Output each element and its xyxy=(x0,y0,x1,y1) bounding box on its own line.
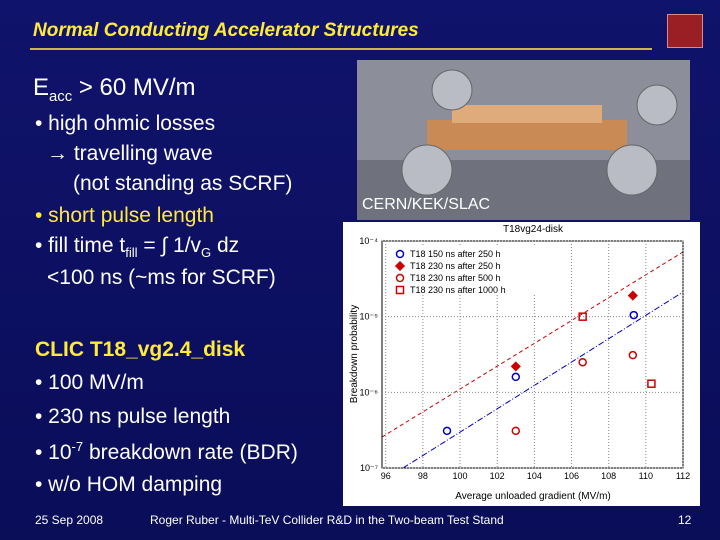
page-number: 12 xyxy=(678,513,692,527)
marker xyxy=(647,379,656,388)
marker xyxy=(578,312,587,321)
bullet: • short pulse length xyxy=(35,204,214,227)
flange xyxy=(401,144,453,196)
structure xyxy=(452,105,602,123)
superscript: -7 xyxy=(71,439,84,454)
marker xyxy=(629,310,639,320)
x-tick-label: 108 xyxy=(601,471,616,481)
y-tick-label: 10⁻⁷ xyxy=(360,463,378,473)
marker xyxy=(510,361,521,372)
footer-text: Roger Ruber - Multi-TeV Collider R&D in … xyxy=(150,513,504,527)
marker xyxy=(394,260,406,272)
y-tick-label: 10⁻⁶ xyxy=(360,387,379,397)
flange xyxy=(431,69,473,111)
photo-caption: CERN/KEK/SLAC xyxy=(362,196,491,213)
bullet: <100 ns (~ms for SCRF) xyxy=(47,266,276,289)
x-axis-label: Average unloaded gradient (MV/m) xyxy=(455,491,610,502)
text: = ∫ 1/v xyxy=(137,234,202,257)
bullet: • fill time tfill = ∫ 1/vG dz xyxy=(35,234,239,260)
legend-bg xyxy=(392,259,552,271)
subscript: acc xyxy=(49,88,73,105)
footer-date: 25 Sep 2008 xyxy=(35,513,104,527)
marker xyxy=(442,426,452,436)
x-tick-label: 100 xyxy=(453,471,468,481)
x-tick-label: 96 xyxy=(381,471,391,481)
bullet: • 10-7 breakdown rate (BDR) xyxy=(35,439,298,465)
marker xyxy=(511,372,521,382)
x-tick-label: 102 xyxy=(490,471,505,481)
marker xyxy=(628,350,638,360)
bullet: • high ohmic losses xyxy=(35,112,216,135)
x-tick-label: 112 xyxy=(676,471,690,481)
bullet: • w/o HOM damping xyxy=(35,473,223,496)
heading: Eacc > 60 MV/m xyxy=(33,74,196,105)
x-tick-label: 98 xyxy=(418,471,428,481)
marker xyxy=(511,426,521,436)
legend-label: T18 230 ns after 1000 h xyxy=(410,285,506,295)
bullet: • 100 MV/m xyxy=(35,371,144,394)
y-tick-label: 10⁻⁵ xyxy=(360,312,379,322)
text: E xyxy=(33,74,50,101)
x-tick-label: 104 xyxy=(527,471,542,481)
section-title: CLIC T18_vg2.4_disk xyxy=(35,338,246,361)
chart-title: T18vg24-disk xyxy=(503,224,564,235)
flange xyxy=(636,84,678,126)
marker xyxy=(395,249,405,259)
photo xyxy=(357,60,690,220)
subscript: G xyxy=(201,245,212,261)
chart: T18vg24-disk Average unloaded gradient (… xyxy=(343,222,700,506)
marker xyxy=(578,357,587,367)
marker xyxy=(627,290,638,301)
fit-line xyxy=(381,251,684,438)
title-rule xyxy=(30,48,652,50)
legend-label: T18 230 ns after 500 h xyxy=(410,273,501,283)
text: dz xyxy=(211,234,240,257)
flange xyxy=(606,144,658,196)
marker xyxy=(395,273,405,283)
y-tick-label: 10⁻⁴ xyxy=(359,236,378,246)
legend-bg xyxy=(392,271,552,283)
x-tick-label: 106 xyxy=(564,471,579,481)
text: • fill time t xyxy=(35,234,126,257)
bullet: → travelling wave xyxy=(47,142,213,165)
structure xyxy=(427,120,627,150)
text: breakdown rate (BDR) xyxy=(83,441,298,464)
subscript: fill xyxy=(125,245,138,261)
x-tick-label: 110 xyxy=(639,471,653,481)
bullet: • 230 ns pulse length xyxy=(35,405,231,428)
legend-label: T18 150 ns after 250 h xyxy=(410,249,501,259)
slide-title: Normal Conducting Accelerator Structures xyxy=(33,20,419,41)
y-axis-label: Breakdown probability xyxy=(349,305,360,403)
marker xyxy=(395,285,405,295)
legend-bg xyxy=(392,247,552,259)
text: > 60 MV/m xyxy=(72,74,196,101)
legend-bg xyxy=(392,283,552,295)
text: • 10 xyxy=(35,441,72,464)
legend-label: T18 230 ns after 250 h xyxy=(410,261,501,271)
bullet: (not standing as SCRF) xyxy=(73,172,293,195)
fit-line xyxy=(402,291,684,469)
logo xyxy=(667,14,703,48)
